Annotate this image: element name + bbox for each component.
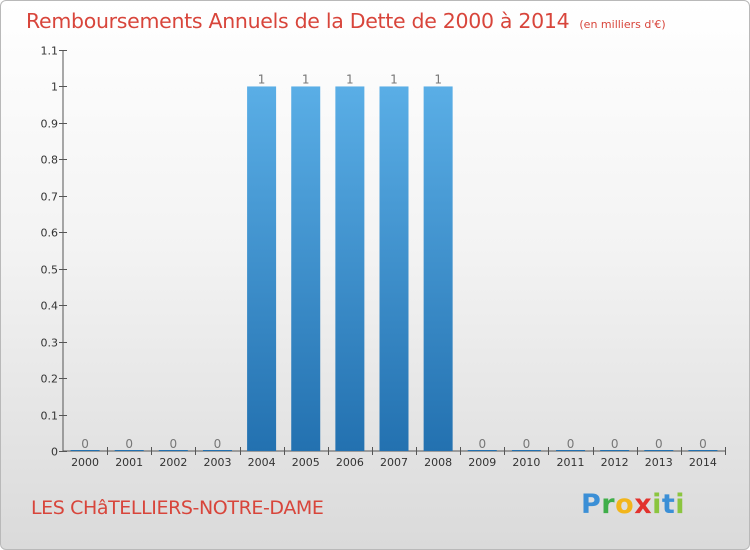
title-line: Remboursements Annuels de la Dette de 20… [26, 9, 666, 33]
y-tick-label: 1 [51, 81, 58, 94]
x-tick-label: 2005 [292, 456, 320, 469]
chart-subtitle: (en milliers d'€) [579, 18, 666, 31]
y-tick-label: 0.4 [41, 300, 59, 313]
bar [202, 450, 232, 451]
data-label: 1 [302, 72, 310, 86]
y-tick-label: 0.1 [41, 410, 59, 423]
x-tick-label: 2001 [115, 456, 143, 469]
data-label: 1 [390, 72, 398, 86]
bar [114, 450, 144, 451]
logo-letter: t [661, 489, 676, 520]
data-label: 0 [214, 437, 222, 451]
data-labels: 0 0 0 0 1 1 1 1 1 0 0 0 0 0 0 [81, 72, 707, 451]
data-label: 0 [611, 437, 619, 451]
bar [556, 450, 586, 451]
bar [335, 86, 365, 452]
data-label: 0 [655, 437, 663, 451]
bar [467, 450, 497, 451]
data-label: 0 [478, 437, 486, 451]
x-tick-label: 2012 [601, 456, 629, 469]
data-label: 0 [125, 437, 133, 451]
x-tick-label: 2014 [689, 456, 717, 469]
data-label: 0 [170, 437, 178, 451]
y-tick-label: 0.3 [41, 337, 59, 350]
x-tick-label: 2009 [468, 456, 496, 469]
bar [379, 86, 409, 452]
x-tick-label: 2002 [159, 456, 187, 469]
bar [600, 450, 630, 451]
logo-letter: r [601, 489, 616, 520]
y-tick-label: 1.1 [41, 45, 59, 58]
x-tick-label: 2013 [645, 456, 673, 469]
proxiti-logo: Proxiti [581, 489, 685, 520]
x-tick-label: 2000 [71, 456, 99, 469]
bar [70, 450, 100, 451]
data-label: 0 [567, 437, 575, 451]
logo-letter: i [675, 489, 686, 520]
y-tick-label: 0.6 [41, 227, 59, 240]
x-tick-label: 2008 [424, 456, 452, 469]
y-tick-label: 0.2 [41, 373, 59, 386]
y-tick-label: 0.8 [41, 154, 59, 167]
x-tick-label: 2011 [557, 456, 585, 469]
bar [688, 450, 718, 451]
data-label: 1 [434, 72, 442, 86]
commune-name: LES CHâTELLIERS-NOTRE-DAME [31, 497, 324, 519]
x-tick-label: 2003 [203, 456, 231, 469]
y-tick-label: 0.5 [41, 264, 59, 277]
bars [70, 86, 718, 452]
logo-letter: P [581, 489, 602, 520]
chart-title: Remboursements Annuels de la Dette de 20… [26, 9, 570, 33]
data-label: 0 [699, 437, 707, 451]
bar [291, 86, 321, 452]
bar [247, 86, 277, 452]
logo-letter: i [652, 489, 662, 520]
y-tick-label: 0.9 [41, 118, 59, 131]
y-tick-label: 0 [51, 446, 58, 459]
y-axis: 0 0.1 0.2 0.3 0.4 0.5 0.6 0.7 0.8 0.9 1 1.1 [41, 45, 67, 459]
bar [644, 450, 674, 451]
x-tick-label: 2004 [248, 456, 276, 469]
bar [423, 86, 453, 452]
x-tick-label: 2010 [512, 456, 540, 469]
data-label: 1 [346, 72, 354, 86]
y-tick-label: 0.7 [41, 191, 59, 204]
logo-letter: x [634, 489, 653, 520]
bar [158, 450, 188, 451]
bar [511, 450, 541, 451]
logo-letter: o [615, 489, 635, 520]
data-label: 0 [523, 437, 531, 451]
x-tick-label: 2006 [336, 456, 364, 469]
data-label: 1 [258, 72, 266, 86]
x-tick-label: 2007 [380, 456, 408, 469]
data-label: 0 [81, 437, 89, 451]
